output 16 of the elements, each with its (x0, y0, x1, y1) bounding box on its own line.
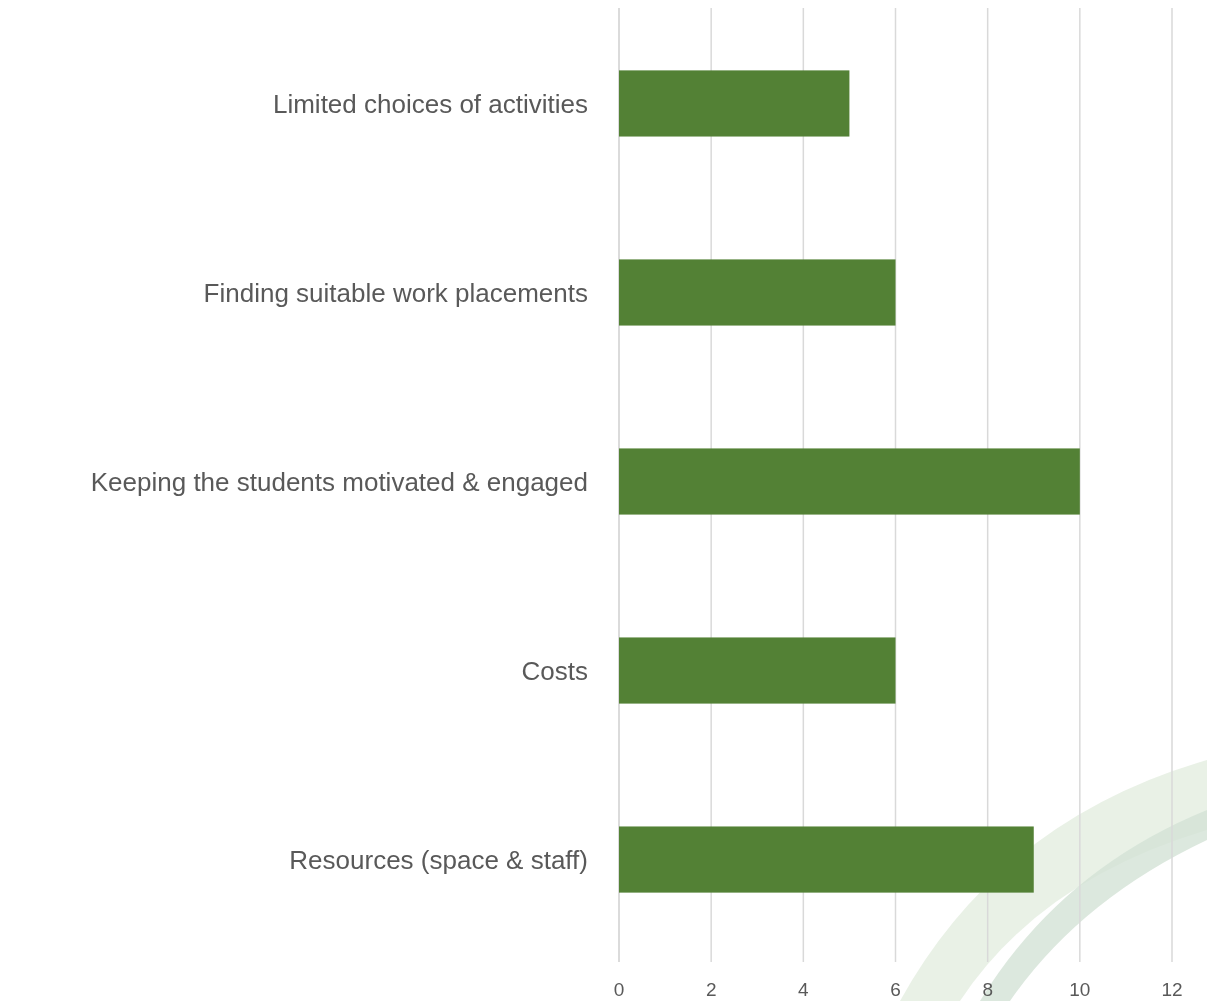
bar (619, 637, 896, 704)
x-tick-label: 12 (1161, 979, 1183, 1000)
y-tick-label: Resources (space & staff) (289, 844, 588, 875)
y-tick-label: Limited choices of activities (272, 88, 588, 119)
x-tick-label: 6 (890, 979, 901, 1000)
bar (619, 448, 1080, 515)
y-tick-label: Keeping the students motivated & engaged (90, 466, 588, 497)
bar (619, 70, 850, 137)
y-tick-label: Finding suitable work placements (203, 277, 588, 308)
y-tick-label: Costs (521, 655, 588, 686)
x-tick-label: 0 (613, 979, 625, 1000)
x-tick-label: 2 (705, 979, 717, 1000)
x-tick-label: 4 (798, 979, 810, 1000)
x-tick-label: 10 (1069, 979, 1091, 1000)
bar (619, 259, 896, 326)
x-tick-label: 8 (982, 979, 993, 1000)
